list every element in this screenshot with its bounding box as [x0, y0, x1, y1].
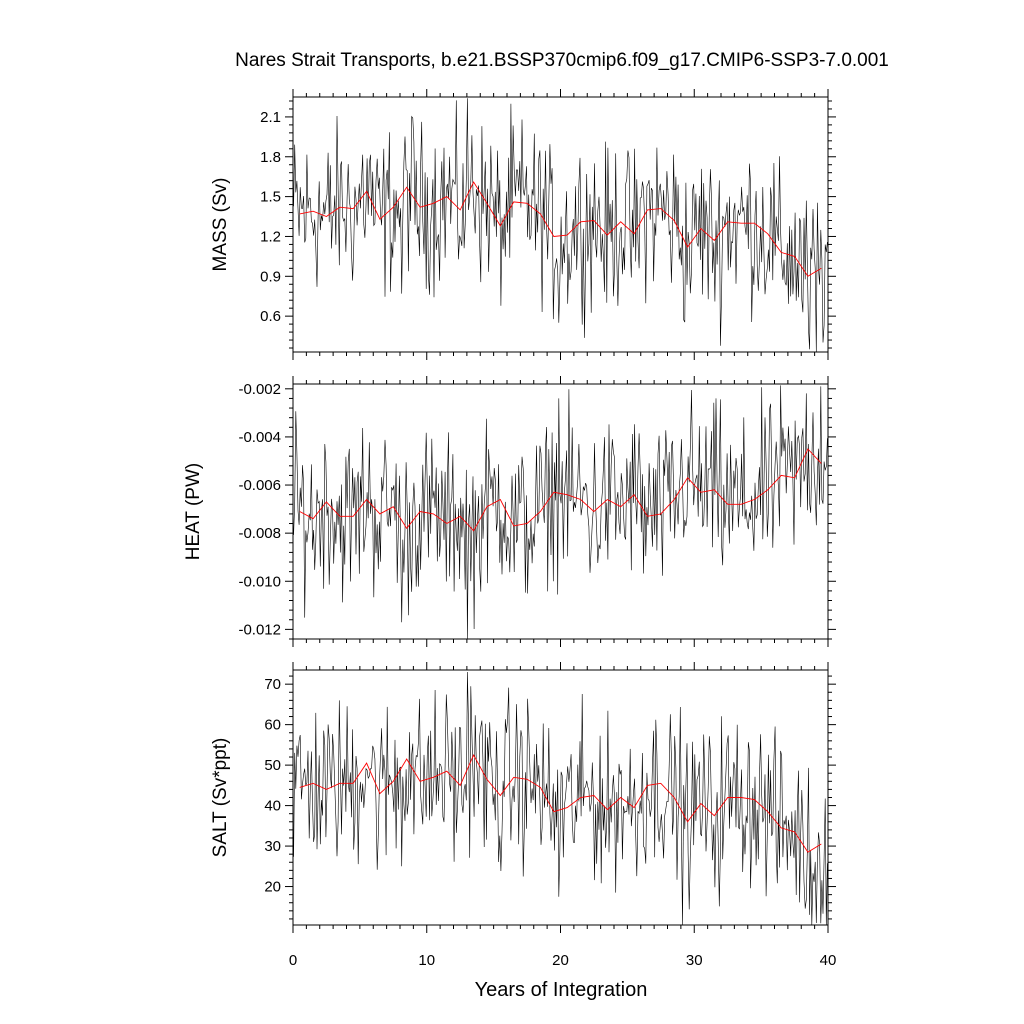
x-tick-label: 40: [820, 952, 837, 969]
salt-monthly-line: [293, 671, 828, 926]
x-tick-label: 0: [289, 952, 297, 969]
salt-panel: 20 30 40 50 60 70 SALT (Sv*ppt): [210, 662, 836, 933]
heat-y-tick-label: -0.002: [238, 381, 281, 398]
heat-y-axis-title: HEAT (PW): [183, 463, 204, 560]
x-tick-label: 30: [686, 952, 703, 969]
salt-annual-mean-line: [299, 753, 822, 853]
salt-y-tick-label: 40: [264, 798, 281, 815]
heat-y-tick-label: -0.004: [238, 429, 281, 446]
mass-y-axis-title: MASS (Sv): [210, 178, 231, 272]
salt-y-tick-label: 50: [264, 757, 281, 774]
salt-y-tick-label: 70: [264, 676, 281, 693]
heat-y-tick-label: -0.010: [238, 573, 281, 590]
heat-y-tick-label: -0.008: [238, 525, 281, 542]
heat-y-tick-label: -0.012: [238, 621, 281, 638]
mass-y-tick-label: 0.6: [260, 308, 281, 325]
mass-y-tick-label: 1.5: [260, 189, 281, 206]
mass-y-tick-label: 0.9: [260, 268, 281, 285]
mass-y-tick-label: 2.1: [260, 109, 281, 126]
heat-annual-mean-line: [299, 448, 822, 532]
salt-y-tick-label: 20: [264, 879, 281, 896]
mass-panel: 0.6 0.9 1.2 1.5 1.8 2.1 MASS (Sv): [210, 89, 836, 360]
heat-monthly-line: [293, 385, 828, 640]
mass-annual-mean-line: [299, 181, 822, 277]
mass-y-tick-label: 1.8: [260, 149, 281, 166]
heat-panel: -0.012 -0.010 -0.008 -0.006 -0.004 -0.002 HEAT…: [183, 376, 836, 647]
salt-y-tick-label: 30: [264, 838, 281, 855]
x-tick-label: 20: [552, 952, 569, 969]
x-tick-label: 10: [418, 952, 435, 969]
chart-title: Nares Strait Transports, b.e21.BSSP370cm…: [235, 50, 889, 71]
mass-y-tick-label: 1.2: [260, 228, 281, 245]
heat-y-tick-label: -0.006: [238, 477, 281, 494]
heat-plot-frame: [292, 383, 829, 640]
x-axis-title: Years of Integration: [475, 979, 648, 1001]
salt-y-tick-label: 60: [264, 717, 281, 734]
mass-monthly-line: [293, 98, 828, 353]
salt-y-axis-title: SALT (Sv*ppt): [210, 738, 231, 858]
